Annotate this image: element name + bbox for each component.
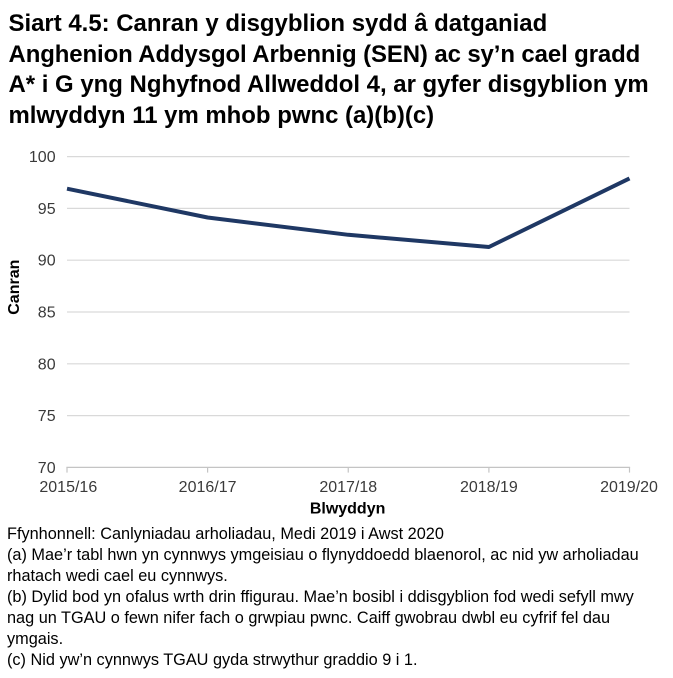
svg-text:85: 85 — [38, 305, 56, 322]
svg-text:Blwyddyn: Blwyddyn — [310, 501, 386, 518]
svg-text:100: 100 — [29, 149, 56, 166]
svg-text:2017/18: 2017/18 — [319, 479, 377, 496]
svg-text:75: 75 — [38, 408, 56, 425]
svg-text:Canran: Canran — [6, 260, 23, 315]
svg-text:90: 90 — [38, 253, 56, 270]
svg-text:70: 70 — [38, 460, 56, 477]
svg-text:2016/17: 2016/17 — [179, 479, 237, 496]
svg-text:2018/19: 2018/19 — [460, 479, 518, 496]
svg-text:2019/20: 2019/20 — [600, 479, 658, 496]
svg-text:95: 95 — [38, 201, 56, 218]
svg-text:80: 80 — [38, 356, 56, 373]
svg-text:2015/16: 2015/16 — [39, 479, 97, 496]
